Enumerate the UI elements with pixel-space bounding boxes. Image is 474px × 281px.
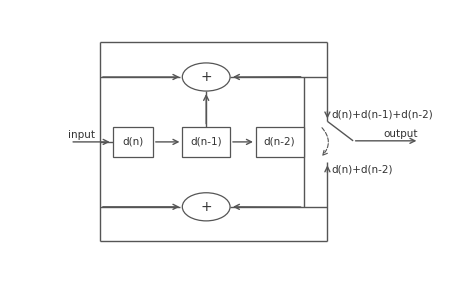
Text: output: output: [383, 129, 418, 139]
Text: +: +: [201, 200, 212, 214]
Text: +: +: [201, 70, 212, 84]
Text: input: input: [68, 130, 95, 140]
FancyBboxPatch shape: [182, 127, 230, 157]
Text: d(n-1): d(n-1): [191, 137, 222, 147]
Circle shape: [182, 63, 230, 91]
Text: d(n): d(n): [122, 137, 143, 147]
Circle shape: [182, 193, 230, 221]
FancyBboxPatch shape: [112, 127, 153, 157]
FancyBboxPatch shape: [256, 127, 303, 157]
Text: d(n)+d(n-2): d(n)+d(n-2): [331, 165, 392, 175]
Text: d(n)+d(n-1)+d(n-2): d(n)+d(n-1)+d(n-2): [331, 109, 433, 119]
Text: d(n-2): d(n-2): [264, 137, 295, 147]
